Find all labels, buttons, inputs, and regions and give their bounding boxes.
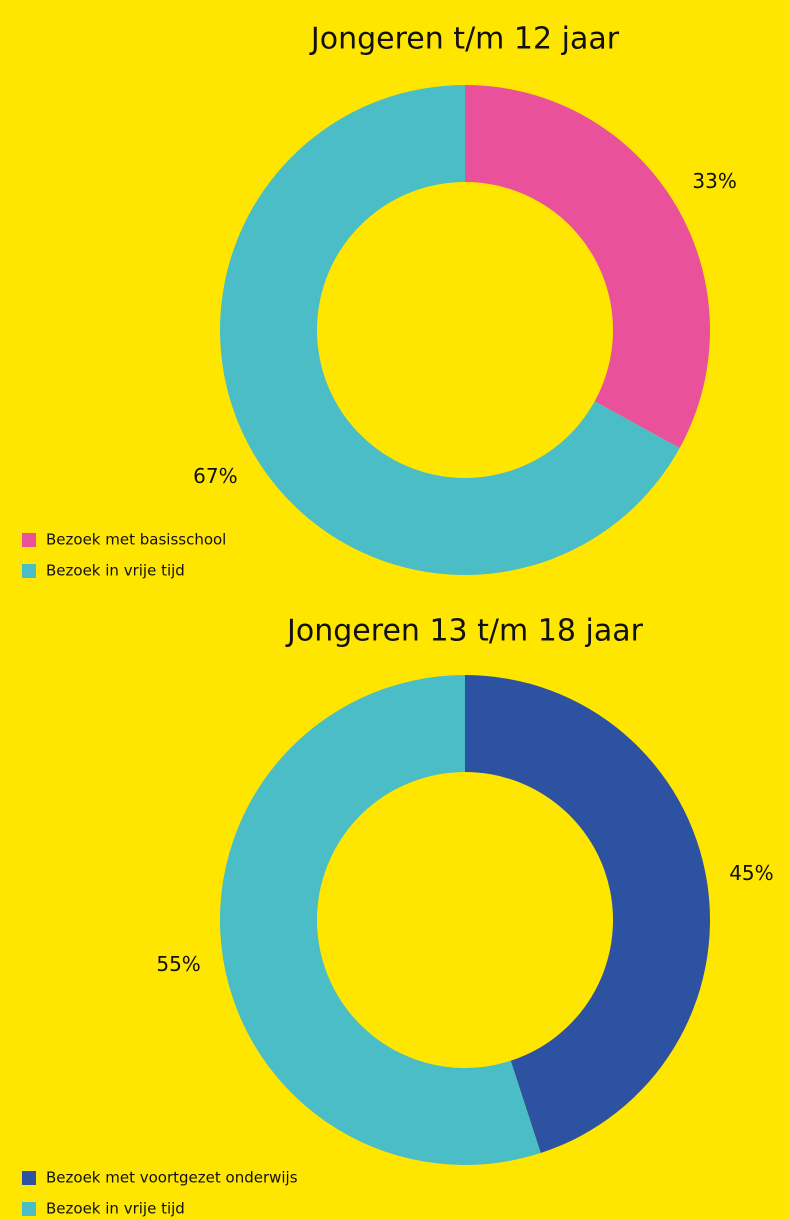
donut-slice [465,675,710,1154]
donut-slice [465,85,710,449]
legend-label: Bezoek in vrije tijd [46,562,185,580]
legend-label: Bezoek met voortgezet onderwijs [46,1169,298,1187]
value-label: 55% [156,952,200,976]
legend-label: Bezoek met basisschool [46,531,226,549]
legend-swatch [22,1202,36,1216]
legend-label: Bezoek in vrije tijd [46,1200,185,1218]
chart-title: Jongeren 13 t/m 18 jaar [285,614,644,649]
legend-swatch [22,564,36,578]
legend-swatch [22,533,36,547]
donut-slice [220,85,680,575]
value-label: 45% [729,861,773,885]
legend-swatch [22,1171,36,1185]
value-label: 67% [193,464,237,488]
donut-slice [219,675,541,1165]
chart-title: Jongeren t/m 12 jaar [309,22,620,57]
value-label: 33% [692,169,736,193]
